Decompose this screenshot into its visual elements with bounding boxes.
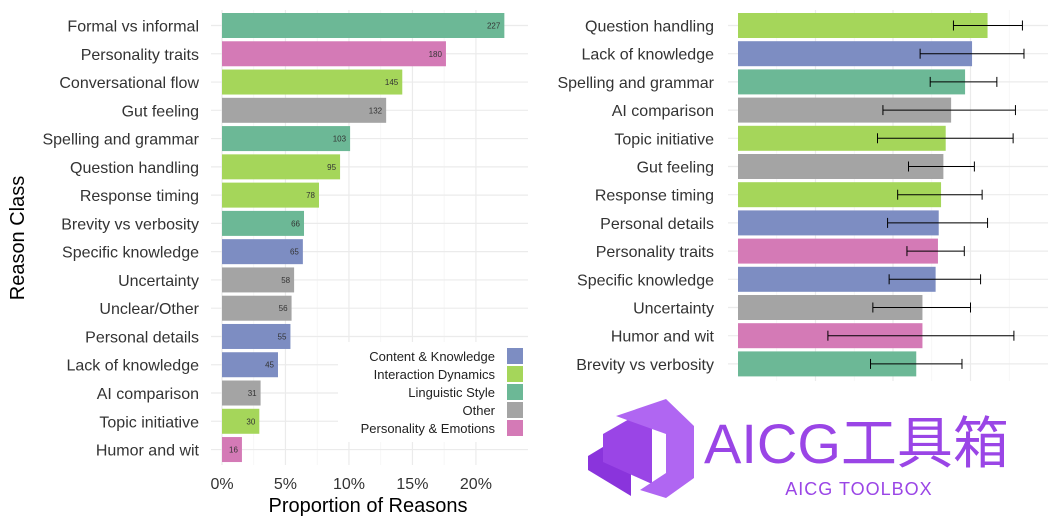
bar	[738, 238, 938, 264]
bar-count-label: 180	[429, 50, 443, 59]
right-chart-panel: Question handling Lack of knowledge Spelli…	[557, 10, 1048, 381]
y-tick-label: Question handling	[70, 160, 199, 177]
legend-swatch	[507, 366, 523, 382]
y-tick-label: Brevity vs verbosity	[61, 216, 199, 233]
bar	[222, 97, 387, 123]
bar	[222, 126, 351, 152]
y-axis-title: Reason Class	[7, 176, 29, 301]
bar-count-label: 16	[229, 446, 238, 455]
bar	[222, 267, 295, 293]
x-tick-label: 0%	[210, 476, 233, 493]
bar-count-label: 145	[385, 78, 399, 87]
bar	[222, 13, 505, 38]
legend-swatch	[507, 402, 523, 418]
y-tick-label: Formal vs informal	[67, 19, 199, 36]
legend-label: Content & Knowledge	[369, 349, 495, 364]
chart-legend: Content & Knowledge Interaction Dynamics L…	[338, 342, 530, 442]
x-axis-title: Proportion of Reasons	[268, 495, 467, 517]
bar	[738, 13, 988, 38]
legend-label: Personality & Emotions	[361, 421, 496, 436]
legend-swatch	[507, 420, 523, 436]
y-tick-label: Topic initiative	[99, 414, 199, 431]
bar	[222, 323, 291, 349]
y-tick-label: AI comparison	[97, 386, 199, 403]
bar-count-label: 227	[487, 22, 501, 31]
y-tick-label: Gut feeling	[122, 103, 199, 120]
bar-count-label: 66	[291, 219, 300, 228]
y-tick-label: Specific knowledge	[577, 272, 714, 289]
bar	[222, 437, 242, 463]
y-tick-label: Personality traits	[81, 47, 199, 64]
bar-count-label: 45	[265, 361, 274, 370]
legend-label: Other	[462, 403, 495, 418]
watermark: AICG工具箱 AICG TOOLBOX	[588, 399, 1009, 499]
bar	[222, 295, 292, 321]
bar-count-label: 78	[306, 191, 315, 200]
bar	[222, 408, 260, 434]
y-tick-label: Response timing	[595, 188, 714, 205]
y-tick-label: Unclear/Other	[99, 301, 199, 318]
y-tick-label: Specific knowledge	[62, 245, 199, 262]
bar	[222, 69, 403, 95]
y-tick-label: Gut feeling	[637, 160, 714, 177]
legend-swatch	[507, 384, 523, 400]
bar	[738, 69, 966, 95]
y-tick-label: Question handling	[585, 19, 714, 36]
watermark-subtitle: AICG TOOLBOX	[785, 479, 932, 499]
y-tick-label: Conversational flow	[59, 75, 199, 92]
bar-count-label: 56	[279, 304, 288, 313]
legend-label: Linguistic Style	[408, 385, 495, 400]
bar-count-label: 95	[327, 163, 336, 172]
watermark-title: AICG工具箱	[704, 412, 1009, 475]
y-tick-label: Personality traits	[596, 244, 714, 261]
watermark-logo-icon	[588, 399, 694, 498]
x-tick-label: 5%	[274, 476, 297, 493]
bar	[222, 182, 319, 208]
y-tick-label: Personal details	[85, 329, 199, 346]
y-tick-label: AI comparison	[612, 103, 714, 120]
legend-swatch	[507, 348, 523, 364]
bar	[222, 210, 305, 236]
y-tick-label: Humor and wit	[611, 329, 715, 346]
bar	[222, 154, 341, 180]
bar-count-label: 65	[290, 248, 299, 257]
y-tick-label: Lack of knowledge	[581, 47, 714, 64]
bar-count-label: 58	[281, 276, 290, 285]
bar	[222, 380, 261, 406]
bar-count-label: 30	[246, 417, 255, 426]
x-tick-label: 10%	[333, 476, 365, 493]
y-tick-label: Personal details	[600, 216, 714, 233]
y-tick-label: Humor and wit	[96, 443, 200, 460]
x-tick-label: 15%	[396, 476, 428, 493]
bar-count-label: 31	[248, 389, 257, 398]
bar-count-label: 132	[369, 106, 383, 115]
bar	[222, 239, 303, 265]
y-tick-label: Lack of knowledge	[66, 358, 199, 375]
bar-count-label: 55	[278, 332, 287, 341]
y-tick-label: Spelling and grammar	[557, 75, 714, 92]
y-tick-label: Uncertainty	[118, 273, 199, 290]
y-tick-label: Brevity vs verbosity	[576, 357, 714, 374]
bar-count-label: 103	[333, 135, 347, 144]
bar	[222, 352, 278, 378]
legend-background	[338, 342, 530, 442]
y-tick-label: Response timing	[80, 188, 199, 205]
x-tick-label: 20%	[460, 476, 492, 493]
y-tick-label: Topic initiative	[614, 131, 714, 148]
bar	[222, 41, 446, 67]
legend-label: Interaction Dynamics	[374, 367, 496, 382]
y-tick-label: Uncertainty	[633, 301, 714, 318]
y-tick-label: Spelling and grammar	[42, 132, 199, 149]
